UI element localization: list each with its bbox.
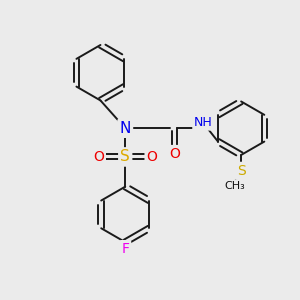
Text: NH: NH — [194, 116, 213, 129]
Text: O: O — [146, 150, 158, 164]
Text: S: S — [237, 164, 245, 178]
Text: O: O — [169, 147, 180, 161]
Text: S: S — [120, 149, 130, 164]
Text: F: F — [121, 242, 129, 256]
Text: CH₃: CH₃ — [225, 181, 246, 191]
Text: O: O — [93, 150, 104, 164]
Text: N: N — [119, 121, 131, 136]
